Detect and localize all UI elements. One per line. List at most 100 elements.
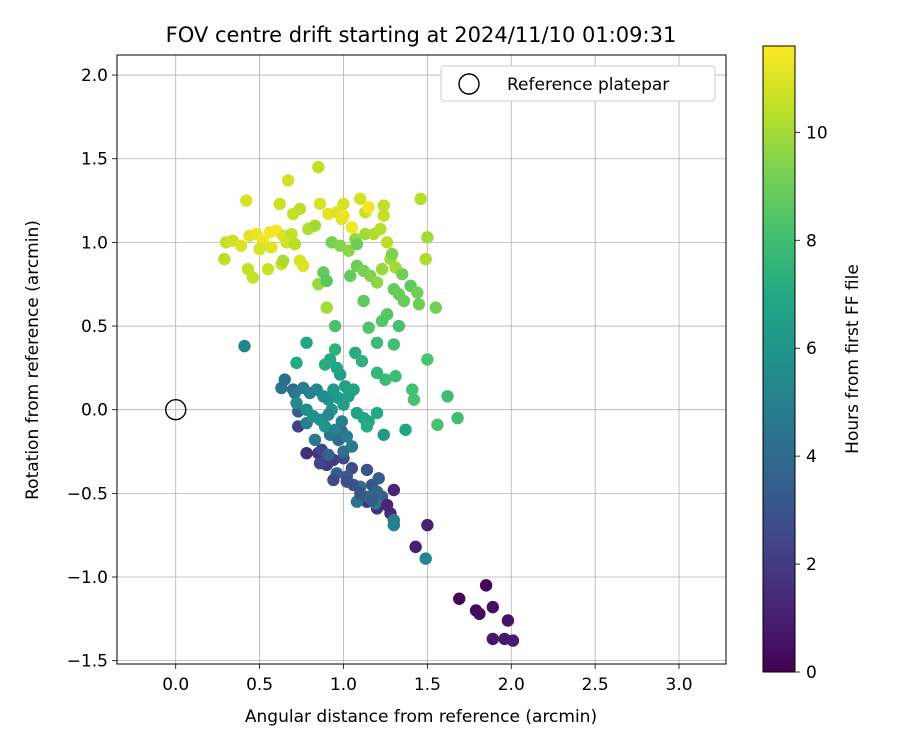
- data-point: [365, 493, 379, 507]
- data-point: [276, 254, 290, 267]
- data-point: [327, 473, 340, 487]
- data-point: [375, 262, 389, 276]
- data-point: [337, 209, 350, 222]
- x-tick-label: 1.5: [414, 675, 441, 695]
- data-point: [312, 160, 325, 174]
- data-point: [385, 247, 399, 261]
- data-point: [473, 607, 486, 621]
- y-tick-label: 1.5: [81, 150, 108, 170]
- y-tick-label: 0.5: [81, 317, 108, 337]
- data-point: [419, 252, 432, 266]
- reference-platepar-marker: [165, 398, 187, 421]
- data-point: [340, 475, 354, 488]
- legend: Reference platepar: [440, 65, 716, 102]
- data-point: [300, 336, 313, 349]
- y-tick-label: 1.0: [81, 233, 108, 253]
- data-point: [372, 472, 385, 485]
- x-tick-label: 2.0: [498, 675, 525, 695]
- colorbar-tick-label: 2: [806, 555, 817, 575]
- data-point: [387, 338, 401, 351]
- data-point: [342, 244, 355, 257]
- data-point: [308, 433, 322, 447]
- data-point: [313, 197, 327, 211]
- data-point: [330, 361, 343, 375]
- data-point: [320, 274, 333, 288]
- data-point: [396, 267, 409, 281]
- data-point: [322, 448, 335, 462]
- data-point: [308, 219, 322, 232]
- y-axis-label: Rotation from reference (arcmin): [23, 220, 43, 500]
- data-point: [300, 446, 313, 460]
- y-tick-label: −0.5: [67, 484, 108, 504]
- y-tick-label: 0.0: [81, 401, 108, 421]
- x-tick-label: 1.0: [330, 675, 357, 695]
- x-tick-label: 0.0: [162, 675, 189, 695]
- colorbar-ticks: 0 2 4 6 8 10: [795, 123, 828, 683]
- data-point: [349, 346, 362, 360]
- data-point: [362, 201, 375, 214]
- data-point: [293, 202, 307, 216]
- data-point: [322, 207, 335, 221]
- data-point: [238, 339, 251, 353]
- data-point: [387, 518, 401, 532]
- data-point: [253, 242, 266, 256]
- colorbar-tick-label: 6: [806, 339, 817, 359]
- data-point: [335, 415, 349, 428]
- data-point: [406, 383, 419, 396]
- grid-lines: [117, 55, 726, 664]
- data-point: [414, 192, 427, 206]
- colorbar-tick-label: 0: [806, 663, 817, 683]
- data-point: [429, 301, 442, 314]
- data-point: [354, 192, 367, 206]
- data-point: [285, 227, 298, 241]
- data-point: [380, 236, 394, 249]
- data-point: [318, 358, 332, 371]
- data-point: [357, 294, 370, 308]
- x-axis-label: Angular distance from reference (arcmin): [245, 707, 597, 727]
- colorbar-tick-label: 4: [806, 447, 817, 467]
- legend-marker-icon: [458, 73, 480, 95]
- data-point: [239, 194, 253, 207]
- data-point: [273, 197, 286, 211]
- data-point: [265, 241, 278, 254]
- data-point: [407, 393, 421, 406]
- data-point: [290, 396, 303, 410]
- data-point: [362, 321, 375, 334]
- data-point: [246, 271, 260, 284]
- data-point: [409, 540, 422, 554]
- colorbar-tick-label: 8: [806, 231, 817, 251]
- colorbar-tick-label: 10: [806, 123, 828, 143]
- data-point: [345, 221, 359, 234]
- data-point: [370, 366, 384, 380]
- x-axis-ticks: 0.0 0.5 1.0 1.5 2.0 2.5 3.0: [162, 664, 693, 695]
- data-point: [411, 286, 424, 299]
- data-point: [453, 592, 466, 605]
- data-point: [328, 319, 342, 333]
- data-point: [377, 199, 390, 212]
- data-point: [421, 231, 434, 244]
- chart-title: FOV centre drift starting at 2024/11/10 …: [166, 23, 677, 47]
- data-point: [328, 423, 342, 436]
- data-point: [380, 498, 394, 512]
- data-point: [370, 336, 384, 349]
- data-point: [451, 411, 464, 425]
- data-point: [297, 259, 310, 273]
- data-point: [370, 406, 384, 420]
- data-point: [360, 463, 374, 477]
- data-point: [218, 252, 231, 266]
- data-point: [275, 381, 288, 395]
- data-point: [431, 418, 444, 431]
- data-point: [486, 632, 500, 646]
- data-point: [320, 301, 333, 314]
- data-point: [350, 237, 364, 251]
- data-point: [290, 356, 303, 370]
- data-point: [322, 408, 335, 421]
- data-point: [380, 308, 394, 321]
- colorbar-gradient: [762, 45, 796, 673]
- data-point: [281, 174, 295, 187]
- data-point: [261, 262, 275, 276]
- data-point: [317, 390, 330, 403]
- legend-box: [440, 65, 716, 102]
- data-point: [377, 428, 390, 441]
- data-point: [355, 354, 369, 368]
